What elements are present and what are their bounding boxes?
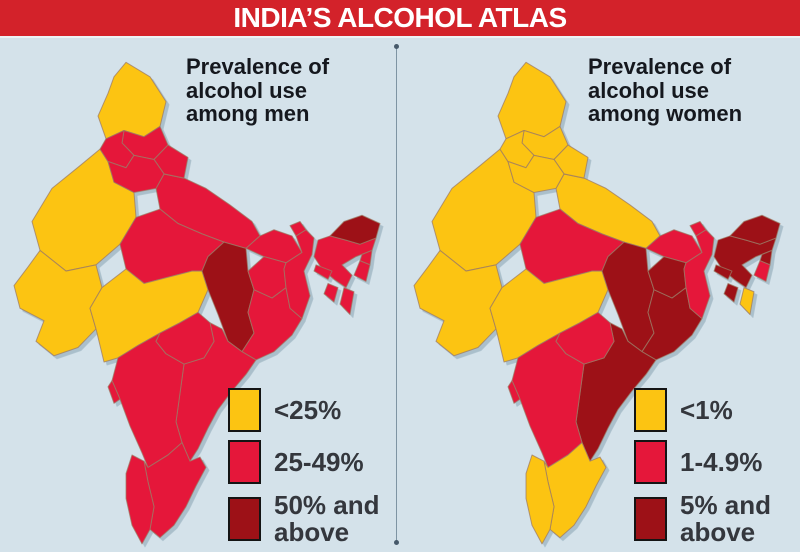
state-jammu-kashmir-women [497,61,567,140]
heading-men: Prevalence of alcohol use among men [186,55,396,126]
title-bar: INDIA’S ALCOHOL ATLAS [0,0,800,38]
legend-label-men-low: <25% [274,394,342,425]
heading-women-line3: among women [588,101,743,127]
state-gujarat-women [413,249,503,357]
legend-women: <1% 1-4.9% 5% and above [634,388,798,545]
divider-line [396,47,397,541]
legend-row-men-high: 50% and above [228,492,392,545]
state-mizoram-women [739,287,755,315]
legend-row-women-low: <1% [634,388,798,432]
state-telangana-men [155,311,215,365]
state-kerala-women [525,454,555,545]
heading-men-line3: among men [186,101,310,127]
legend-swatch-women-low [634,388,667,432]
state-tripura-women [723,282,739,303]
state-haryana-men [107,154,165,194]
state-goa-women [507,380,521,404]
heading-women-line1: Prevalence of [588,54,732,79]
heading-men-line2: alcohol use [186,77,308,103]
state-manipur-women [753,260,771,282]
state-jammu-kashmir-men [97,61,167,140]
heading-women-line2: alcohol use [588,77,710,103]
page-title: INDIA’S ALCOHOL ATLAS [233,2,567,33]
legend-men: <25% 25-49% 50% and above [228,388,392,545]
state-meghalaya-men [313,264,333,280]
state-sikkim-women [689,220,707,237]
state-gujarat-men [13,249,103,357]
legend-swatch-women-mid [634,440,667,484]
legend-label-men-high: 50% and above [274,490,380,547]
legend-label-men-mid: 25-49% [274,446,364,477]
legend-row-men-low: <25% [228,388,392,432]
state-arunachal-pradesh-women [729,214,781,245]
state-sikkim-men [289,220,307,237]
state-telangana-women [555,311,615,365]
state-haryana-women [507,154,565,194]
india-map-svg-women [413,61,781,545]
legend-row-women-high: 5% and above [634,492,798,545]
state-tripura-men [323,282,339,303]
legend-swatch-men-high [228,496,261,541]
legend-row-women-mid: 1-4.9% [634,440,798,484]
legend-label-women-mid: 1-4.9% [680,446,763,477]
heading-women: Prevalence of alcohol use among women [588,55,798,126]
divider-dot-top [394,44,399,49]
state-meghalaya-women [713,264,733,280]
state-manipur-men [353,260,371,282]
legend-swatch-women-high [634,496,667,541]
heading-men-line1: Prevalence of [186,54,330,79]
legend-swatch-men-low [228,388,261,432]
india-map-men [8,52,388,548]
state-mizoram-men [339,287,355,315]
divider-dot-bottom [394,540,399,545]
india-map-women [408,52,788,548]
legend-label-women-high: 5% and above [680,490,772,547]
legend-label-women-low: <1% [680,394,733,425]
india-map-svg-men [13,61,381,545]
state-kerala-men [125,454,155,545]
state-arunachal-pradesh-men [329,214,381,245]
legend-swatch-men-mid [228,440,261,484]
legend-row-men-mid: 25-49% [228,440,392,484]
state-goa-men [107,380,121,404]
